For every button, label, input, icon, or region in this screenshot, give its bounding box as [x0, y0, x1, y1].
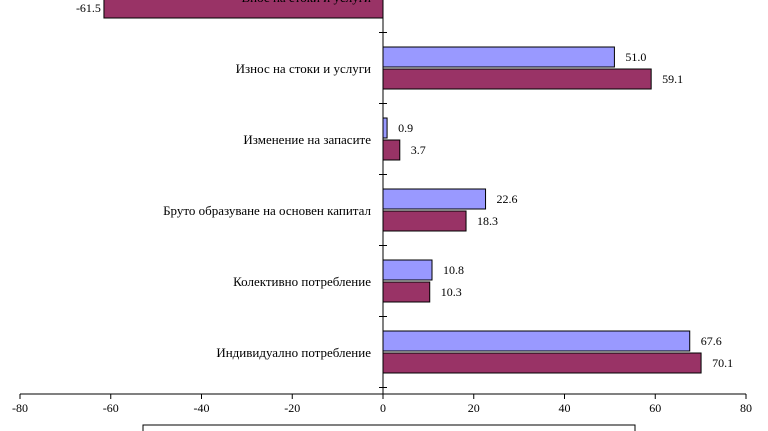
- data-labels-group: -61.5 51.0 59.1 0.9 3.7 22.6 18.3 10.8 10.3 67.6 7…: [76, 1, 733, 370]
- bar-series1-3: [382, 188, 487, 210]
- data-label-series1-3: 22.6: [497, 192, 518, 206]
- bar-series2-2: [382, 139, 401, 161]
- data-label-series1-4: 10.8: [443, 263, 464, 277]
- bar-series2-5: [382, 352, 702, 374]
- value-tick-label-3: -20: [284, 401, 300, 415]
- data-label-series2-3: 18.3: [477, 214, 498, 228]
- category-label-0: Внос на стоки и услуги: [241, 0, 371, 5]
- data-label-series2-5: 70.1: [712, 356, 733, 370]
- category-labels-group: Внос на стоки и услуги Износ на стоки и у…: [163, 0, 371, 360]
- axes-group: -80 -60 -40 -20 0 20 40 60 80: [12, 0, 752, 431]
- bar-series2-4: [382, 281, 431, 303]
- data-label-series2-4: 10.3: [441, 285, 462, 299]
- value-tick-label-2: -40: [194, 401, 210, 415]
- category-label-5: Индивидуално потребление: [216, 345, 371, 360]
- data-label-series1-1: 51.0: [625, 50, 646, 64]
- bar-series1-5: [382, 330, 691, 352]
- bar-series1-2: [382, 117, 388, 139]
- value-tick-label-4: 0: [380, 401, 386, 415]
- data-label-series1-2: 0.9: [398, 121, 413, 135]
- category-label-1: Износ на стоки и услуги: [236, 61, 371, 76]
- category-label-4: Колективно потребление: [233, 274, 371, 289]
- category-label-2: Изменение на запасите: [243, 132, 371, 147]
- category-label-3: Бруто образуване на основен капитал: [163, 203, 371, 218]
- data-label-series1-5: 67.6: [701, 334, 722, 348]
- value-tick-label-1: -60: [103, 401, 119, 415]
- data-label-series2-0: -61.5: [76, 1, 101, 15]
- bar-series1-1: [382, 46, 615, 68]
- data-label-series2-1: 59.1: [662, 72, 683, 86]
- value-tick-label-8: 80: [740, 401, 752, 415]
- data-label-series2-2: 3.7: [411, 143, 426, 157]
- bar-series2-1: [382, 68, 652, 90]
- bars-group: [103, 0, 702, 374]
- value-tick-label-5: 20: [468, 401, 480, 415]
- value-tick-label-0: -80: [12, 401, 28, 415]
- legend-box: [142, 424, 636, 431]
- bar-series1-4: [382, 259, 433, 281]
- value-tick-label-6: 40: [559, 401, 571, 415]
- bar-series2-3: [382, 210, 467, 232]
- value-tick-label-7: 60: [649, 401, 661, 415]
